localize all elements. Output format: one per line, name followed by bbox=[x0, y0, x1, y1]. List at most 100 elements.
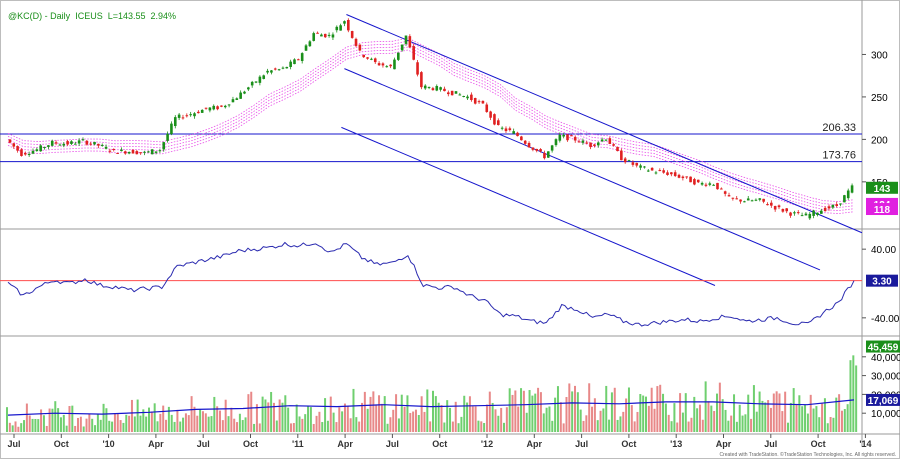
price-candle bbox=[343, 21, 346, 24]
volume-bar bbox=[130, 399, 133, 432]
volume-bar bbox=[656, 386, 659, 432]
volume-bar bbox=[108, 420, 111, 432]
price-candle bbox=[139, 152, 142, 154]
price-candle bbox=[24, 152, 27, 155]
volume-bar bbox=[204, 413, 207, 432]
volume-bar bbox=[554, 397, 557, 432]
price-candle bbox=[573, 137, 577, 141]
x-tick-label: Oct bbox=[811, 439, 826, 449]
volume-bar bbox=[264, 399, 267, 432]
price-candle bbox=[850, 185, 854, 193]
price-candle bbox=[31, 150, 35, 154]
level-label: 173.76 bbox=[822, 150, 856, 162]
volume-bar bbox=[230, 407, 233, 432]
price-candle bbox=[20, 149, 23, 156]
volume-bar bbox=[647, 405, 650, 432]
price-candle bbox=[843, 195, 846, 203]
volume-bar bbox=[721, 399, 724, 432]
price-candle bbox=[170, 123, 173, 135]
volume-bar bbox=[267, 402, 270, 432]
volume-bar bbox=[474, 406, 477, 432]
chart-title: @KC(D) - Daily ICEUS L=143.55 2.94% bbox=[8, 11, 177, 21]
price-candle bbox=[693, 179, 696, 185]
volume-bar bbox=[136, 399, 139, 432]
price-candle bbox=[177, 114, 181, 118]
volume-bar bbox=[801, 406, 804, 432]
volume-bar bbox=[31, 418, 34, 432]
volume-bar bbox=[417, 415, 420, 432]
volume-bar bbox=[676, 422, 679, 432]
volume-bar bbox=[119, 420, 122, 432]
volume-bar bbox=[758, 391, 761, 432]
price-candle bbox=[381, 63, 385, 66]
volume-bar bbox=[99, 419, 102, 432]
price-marker bbox=[866, 181, 898, 194]
volume-bar bbox=[639, 394, 642, 432]
volume-bar bbox=[772, 393, 775, 432]
price-candle bbox=[354, 38, 358, 46]
price-candle bbox=[258, 76, 262, 83]
price-candle bbox=[731, 197, 735, 199]
price-candle bbox=[131, 149, 135, 154]
volume-bar bbox=[789, 402, 792, 432]
price-candle bbox=[366, 57, 369, 59]
volume-bar bbox=[341, 411, 344, 432]
volume-bar bbox=[608, 419, 611, 432]
price-candle bbox=[566, 134, 569, 141]
x-tick-label: Jul bbox=[575, 439, 588, 449]
volume-bar bbox=[182, 417, 185, 432]
price-candle bbox=[254, 81, 258, 83]
moving-average-band bbox=[7, 49, 855, 215]
price-candle bbox=[550, 145, 554, 151]
volume-bar bbox=[116, 413, 119, 432]
volume-bar bbox=[795, 404, 798, 432]
price-candle bbox=[620, 150, 623, 161]
price-marker-label: 118 bbox=[874, 205, 891, 216]
price-candle bbox=[320, 34, 323, 37]
volume-bar bbox=[386, 423, 389, 432]
volume-bar bbox=[574, 385, 576, 432]
volume-avg-label: 17,069 bbox=[868, 396, 899, 407]
price-candle bbox=[531, 147, 535, 150]
x-tick-label: Jul bbox=[764, 439, 777, 449]
volume-bar bbox=[625, 398, 628, 432]
volume-bar bbox=[187, 415, 190, 432]
volume-bar bbox=[710, 405, 713, 432]
price-candle bbox=[239, 92, 242, 99]
volume-bar bbox=[531, 395, 534, 432]
volume-bar bbox=[693, 396, 696, 432]
price-candle bbox=[666, 172, 669, 175]
volume-bar bbox=[82, 426, 85, 432]
price-candle bbox=[393, 59, 396, 70]
volume-bar bbox=[366, 408, 369, 432]
volume-bar bbox=[696, 408, 699, 432]
volume-bar bbox=[102, 403, 105, 432]
price-candle bbox=[577, 141, 581, 143]
price-candle bbox=[554, 139, 558, 146]
price-candle bbox=[412, 46, 415, 60]
price-candle bbox=[612, 144, 615, 146]
volume-bar bbox=[835, 397, 838, 432]
volume-last-marker bbox=[866, 340, 900, 353]
volume-bar bbox=[406, 395, 409, 432]
volume-bar bbox=[434, 396, 437, 432]
volume-bar bbox=[755, 411, 758, 432]
volume-bar bbox=[613, 387, 616, 432]
price-candle bbox=[781, 209, 785, 212]
volume-bar bbox=[451, 421, 454, 432]
volume-bar bbox=[591, 406, 594, 432]
price-candle bbox=[308, 41, 312, 47]
price-candle bbox=[62, 143, 66, 146]
volume-bar bbox=[511, 394, 514, 432]
price-candle bbox=[766, 204, 769, 206]
period: Daily bbox=[50, 11, 71, 21]
volume-bar bbox=[378, 395, 381, 432]
volume-bar bbox=[326, 420, 329, 432]
price-candle bbox=[762, 198, 765, 202]
price-candle bbox=[604, 139, 608, 141]
volume-bar bbox=[804, 404, 807, 432]
volume-bar bbox=[233, 418, 236, 432]
volume-bar bbox=[568, 383, 571, 432]
volume-bar bbox=[372, 391, 375, 432]
volume-bar bbox=[619, 416, 622, 432]
